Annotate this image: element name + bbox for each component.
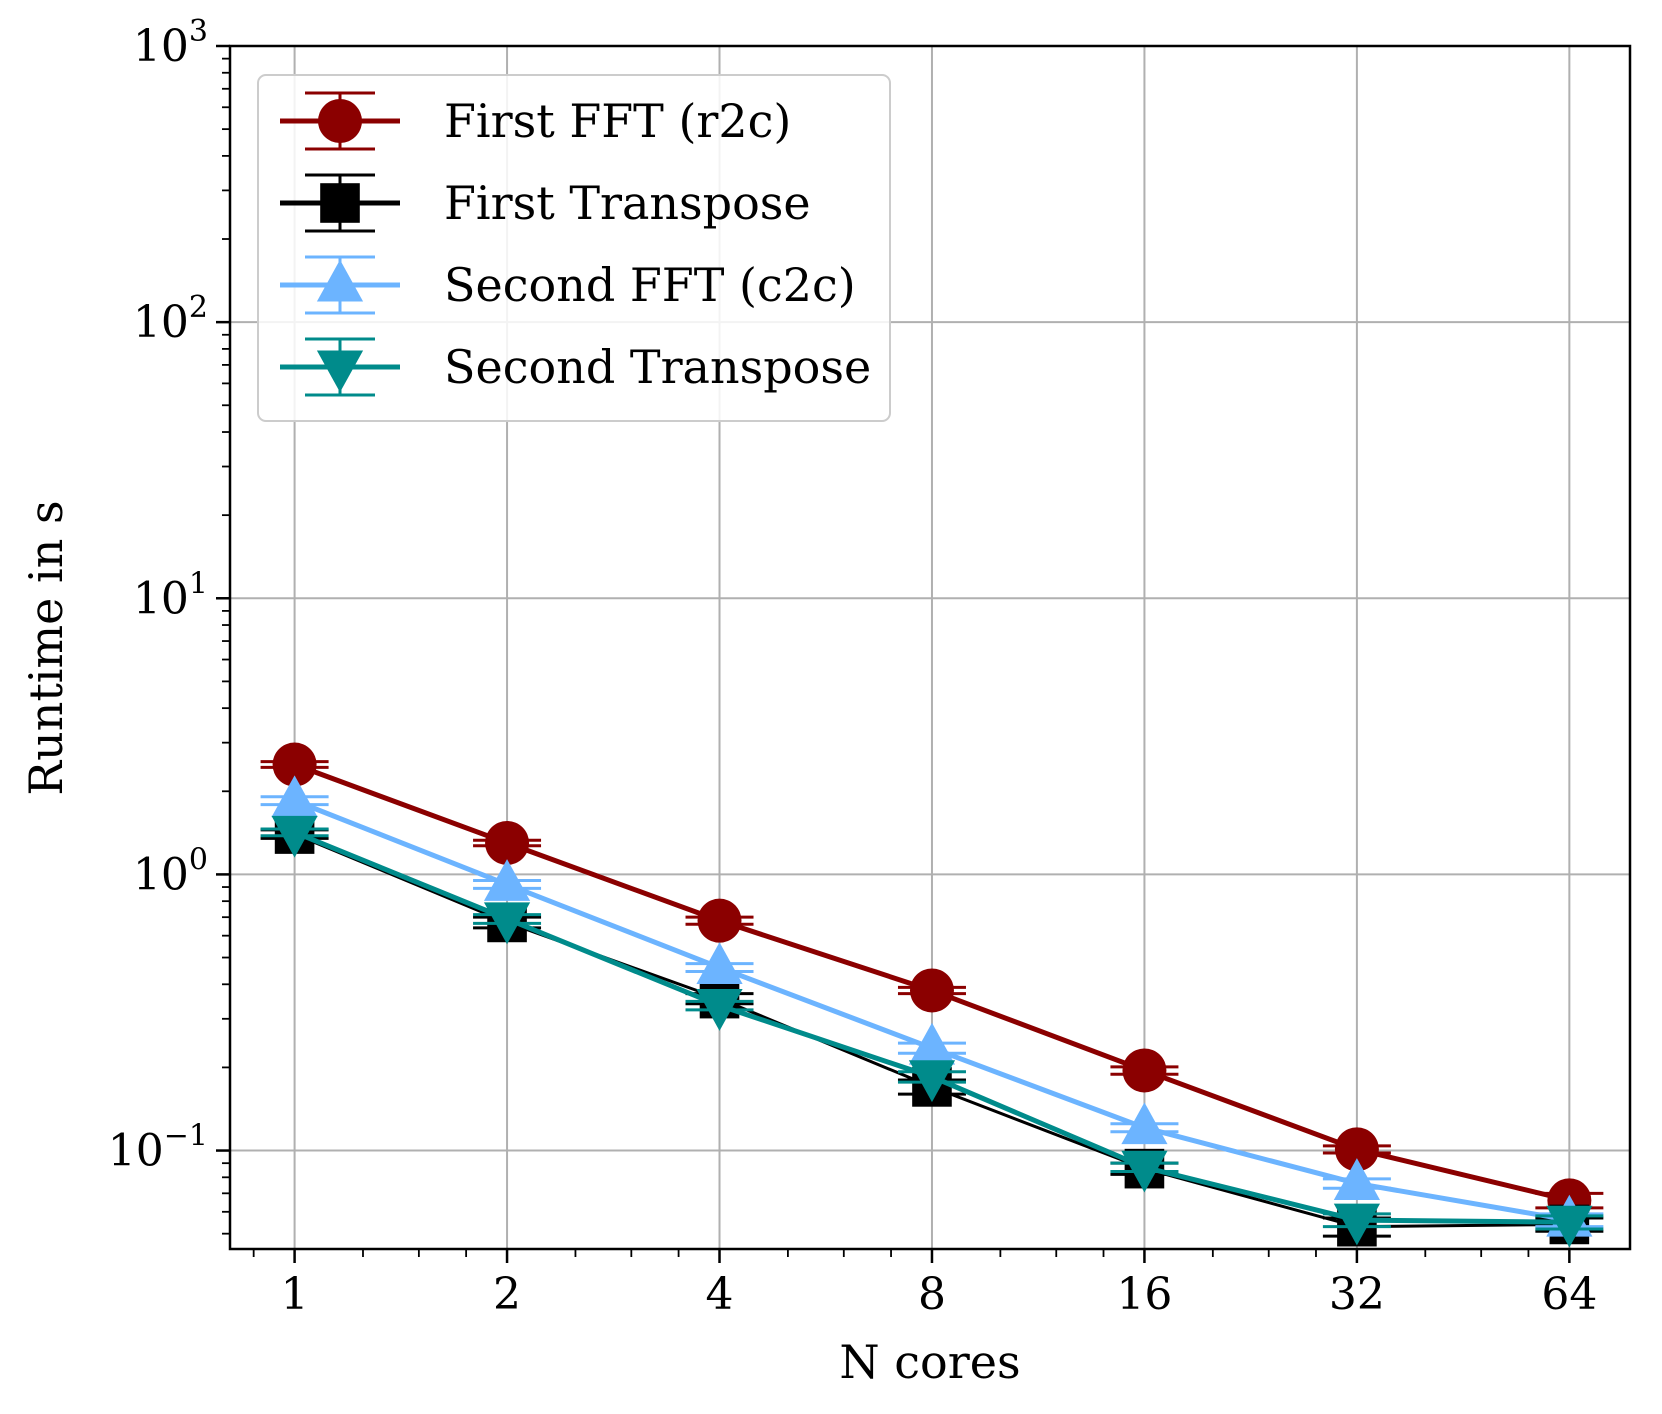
legend-marker <box>318 99 362 143</box>
y-tick-label: 102 <box>133 290 208 348</box>
y-axis-ticks: 10−1 100 101 102 103 <box>108 14 230 1235</box>
y-tick-label: 103 <box>133 14 208 72</box>
legend-label: First Transpose <box>444 176 811 230</box>
data-point <box>483 859 531 901</box>
x-tick-label: 16 <box>1116 1269 1172 1320</box>
series-second-transpose <box>260 815 1604 1248</box>
data-point <box>1121 1150 1168 1193</box>
data-point <box>1333 1203 1381 1246</box>
x-tick-label: 4 <box>706 1269 734 1320</box>
data-point <box>485 820 530 865</box>
legend-marker <box>316 259 364 302</box>
data-point <box>696 989 743 1031</box>
x-axis-ticks: 1 2 4 8 16 32 64 <box>252 1249 1597 1320</box>
y-tick-label: 101 <box>133 566 208 624</box>
legend-label: Second Transpose <box>444 340 871 394</box>
data-point <box>483 902 531 945</box>
x-tick-label: 32 <box>1329 1269 1385 1320</box>
x-tick-label: 8 <box>918 1269 946 1320</box>
legend-item: First FFT (r2c) <box>280 91 791 151</box>
legend: First FFT (r2c) First Transpose Second FFT… <box>257 74 891 422</box>
x-tick-label: 1 <box>281 1269 309 1320</box>
series-first-fft-r2c <box>260 742 1604 1223</box>
data-point <box>1121 1102 1168 1145</box>
y-axis-label: Runtime in s <box>19 500 73 795</box>
legend-label: First FFT (r2c) <box>444 94 791 148</box>
legend-item: Second FFT (c2c) <box>280 255 856 315</box>
data-point <box>1546 1205 1593 1248</box>
legend-item: Second Transpose <box>280 337 871 397</box>
x-axis-label: N cores <box>839 1335 1020 1389</box>
x-tick-label: 64 <box>1541 1269 1597 1320</box>
legend-label: Second FFT (c2c) <box>444 258 856 312</box>
legend-item: First Transpose <box>280 173 811 233</box>
data-point <box>1122 1048 1167 1093</box>
data-point <box>1334 1127 1379 1172</box>
y-tick-label: 10−1 <box>108 1119 208 1177</box>
y-tick-label: 100 <box>133 842 208 900</box>
data-point <box>271 775 318 818</box>
data-point <box>272 742 317 787</box>
data-point <box>696 942 743 985</box>
data-point <box>271 815 318 858</box>
data-point <box>908 1060 956 1103</box>
data-point <box>908 1022 956 1065</box>
legend-box <box>257 74 891 422</box>
data-point <box>697 898 742 943</box>
data-point <box>1333 1158 1381 1200</box>
x-tick-label: 2 <box>493 1269 521 1320</box>
plot-frame <box>228 44 1632 1251</box>
legend-marker <box>316 350 364 393</box>
series-second-fft-c2c <box>260 775 1604 1237</box>
series-layer <box>260 742 1604 1248</box>
data-point <box>909 968 954 1013</box>
legend-marker <box>320 183 360 223</box>
